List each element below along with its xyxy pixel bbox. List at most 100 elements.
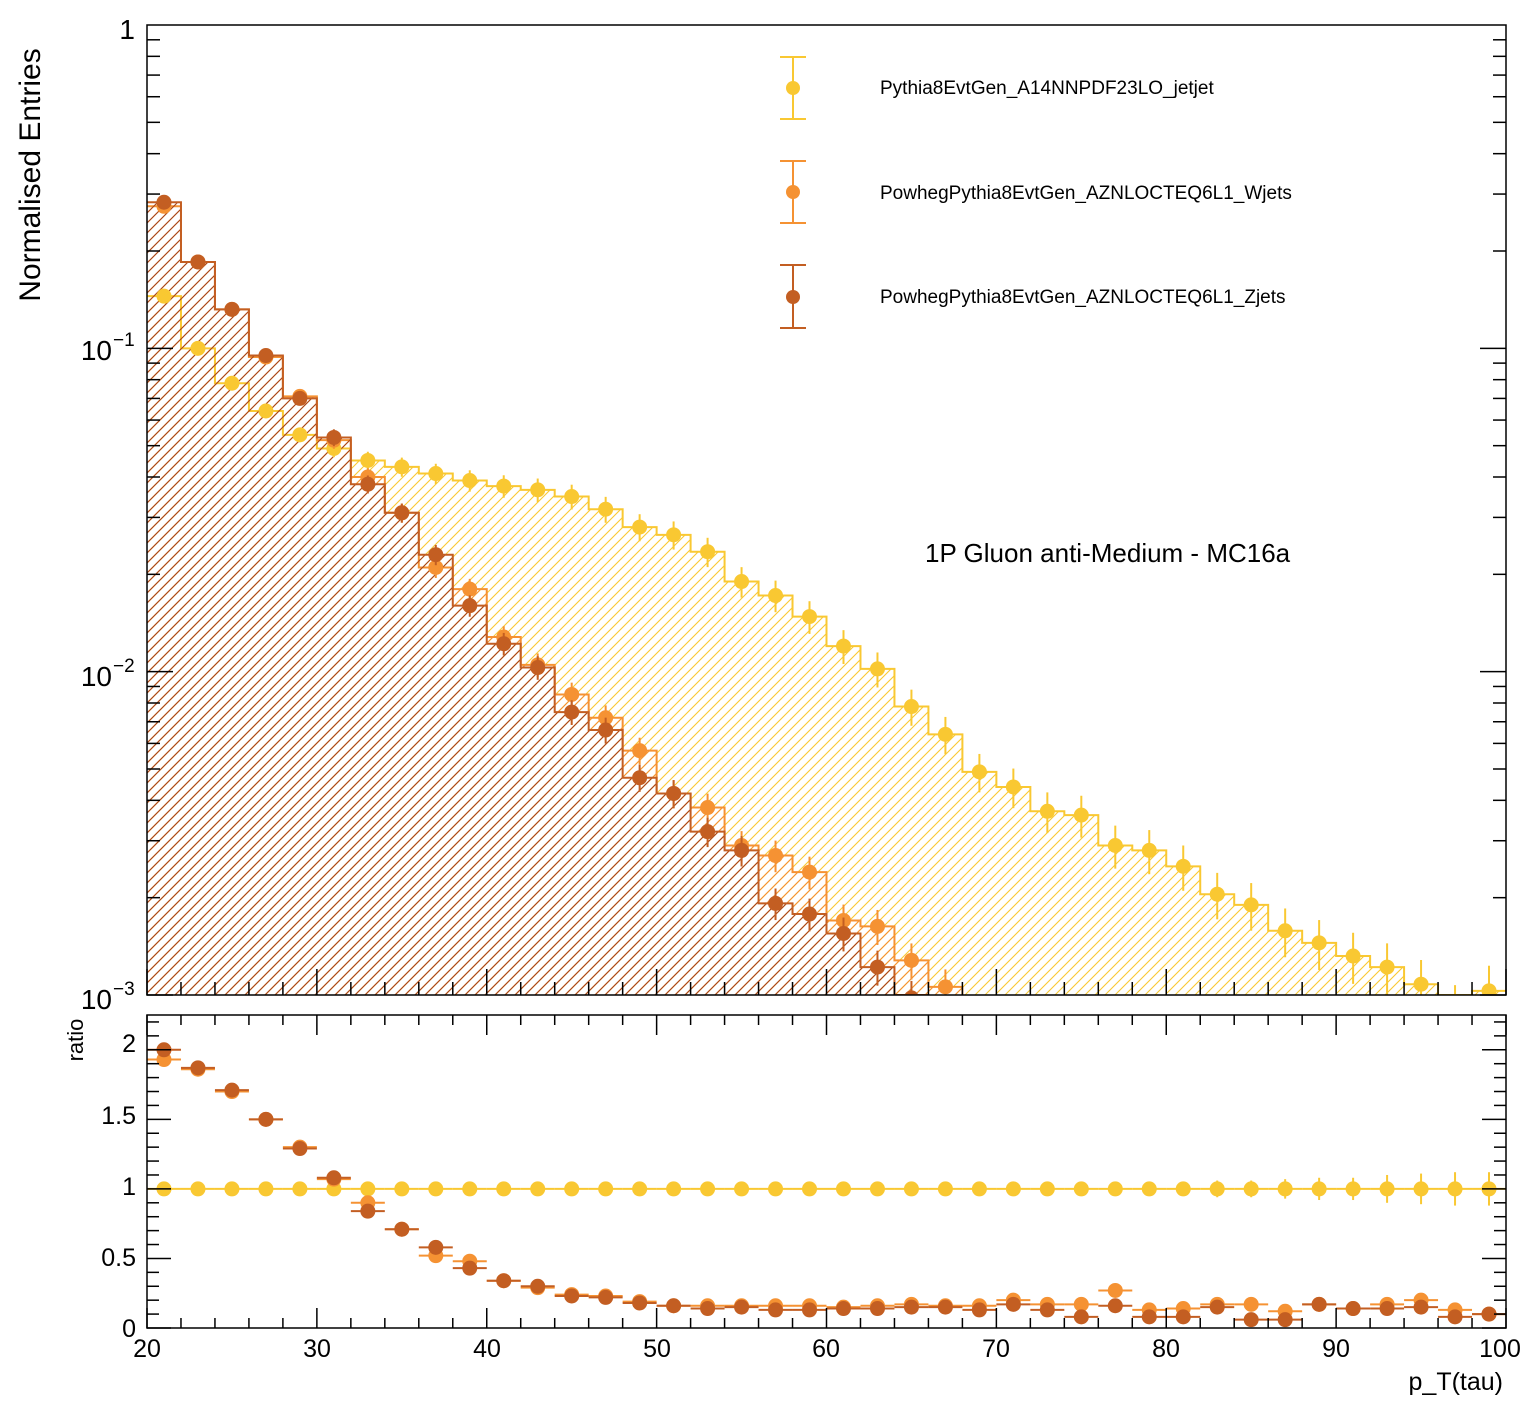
ratio-panel: ratio 2 1.5 1 0.5 0 20 30 40 50 60 70 80… — [63, 1014, 1521, 1396]
main-point-wjets — [937, 969, 953, 995]
ratio-point-jetjet — [928, 1181, 963, 1197]
xtick-label-50: 50 — [643, 1335, 671, 1363]
ratio-ylabel: ratio — [63, 1019, 88, 1062]
ratio-ytick-label-2: 2 — [122, 1030, 136, 1058]
main-point-zjets — [530, 656, 546, 680]
main-marker-jetjet — [1073, 807, 1089, 823]
xtick-label-90: 90 — [1322, 1335, 1350, 1363]
ratio-marker-jetjet — [1005, 1181, 1021, 1197]
ratio-point-jetjet — [1064, 1181, 1099, 1197]
legend-entry-wjets: PowhegPythia8EvtGen_AZNLOCTEQ6L1_Wjets — [780, 160, 1292, 224]
ratio-marker-zjets — [530, 1278, 546, 1294]
main-marker-jetjet — [564, 489, 580, 505]
main-point-zjets — [632, 764, 648, 792]
ratio-marker-zjets — [224, 1082, 240, 1098]
main-point-zjets — [326, 429, 342, 447]
ratio-marker-jetjet — [530, 1181, 546, 1197]
main-point-zjets — [360, 475, 376, 494]
main-point-jetjet — [360, 451, 376, 470]
main-marker-zjets — [768, 895, 784, 911]
ratio-marker-jetjet — [1141, 1181, 1157, 1197]
main-marker-jetjet — [835, 638, 851, 654]
ratio-point-zjets — [554, 1288, 589, 1304]
ratio-point-jetjet — [1302, 1177, 1337, 1201]
hist-fill-zjets — [147, 202, 1506, 995]
ratio-marker-zjets — [360, 1203, 376, 1219]
ratio-marker-jetjet — [1447, 1181, 1463, 1197]
ratio-marker-jetjet — [937, 1181, 953, 1197]
main-point-zjets — [700, 817, 716, 848]
main-markers — [156, 194, 1497, 995]
legend-marker-jetjet — [786, 81, 800, 95]
ratio-point-jetjet — [588, 1181, 623, 1197]
ratio-marker-zjets — [1481, 1306, 1497, 1322]
ytick-label-0.1: 10 −1 — [81, 330, 135, 366]
legend-label-zjets: PowhegPythia8EvtGen_AZNLOCTEQ6L1_Zjets — [880, 287, 1286, 308]
ratio-point-zjets — [1302, 1296, 1337, 1312]
ratio-marker-zjets — [1243, 1312, 1259, 1328]
main-marker-zjets — [394, 505, 410, 521]
ratio-marker-jetjet — [496, 1181, 512, 1197]
hist-line-jetjet — [147, 295, 1506, 995]
main-marker-zjets — [428, 547, 444, 563]
main-point-jetjet — [835, 630, 851, 665]
ratio-point-zjets — [452, 1260, 487, 1276]
main-marker-jetjet — [632, 519, 648, 535]
main-axes — [146, 39, 1507, 996]
ratio-marker-jetjet — [971, 1181, 987, 1197]
main-point-jetjet — [903, 689, 919, 726]
ratio-marker-jetjet — [1107, 1181, 1123, 1197]
ratio-point-jetjet — [350, 1181, 385, 1197]
main-marker-wjets — [937, 979, 953, 995]
ytick-label-0.001: 10 −3 — [81, 979, 135, 1015]
main-marker-zjets — [666, 785, 682, 801]
ytick-label-0.01: 10 −2 — [81, 656, 135, 692]
ratio-marker-jetjet — [598, 1181, 614, 1197]
ratio-point-jetjet — [1166, 1181, 1201, 1197]
ratio-marker-jetjet — [258, 1181, 274, 1197]
ratio-marker-zjets — [903, 1299, 919, 1315]
main-point-jetjet — [1005, 768, 1021, 809]
main-marker-jetjet — [1277, 923, 1293, 939]
ratio-marker-jetjet — [835, 1181, 851, 1197]
ratio-marker-jetjet — [1413, 1181, 1429, 1197]
ratio-point-zjets — [1132, 1309, 1167, 1325]
main-point-zjets — [768, 888, 784, 921]
main-marker-zjets — [904, 990, 919, 995]
ratio-marker-jetjet — [394, 1181, 410, 1197]
main-point-jetjet — [1107, 825, 1123, 869]
main-point-jetjet — [394, 457, 410, 477]
main-marker-wjets — [802, 864, 818, 880]
main-marker-zjets — [462, 598, 478, 614]
ratio-point-jetjet — [554, 1181, 589, 1197]
main-point-jetjet — [1277, 908, 1293, 958]
main-point-zjets — [564, 700, 580, 725]
main-point-jetjet — [1311, 920, 1327, 971]
main-point-jetjet — [1175, 845, 1191, 891]
ratio-point-zjets — [928, 1299, 963, 1315]
ratio-point-zjets — [860, 1301, 895, 1317]
ratio-ytick-label-0.5: 0.5 — [101, 1244, 136, 1272]
main-point-zjets — [904, 980, 919, 995]
main-point-zjets — [156, 194, 172, 210]
main-marker-jetjet — [734, 574, 750, 590]
ratio-marker-zjets — [835, 1301, 851, 1317]
main-marker-jetjet — [1379, 959, 1395, 975]
main-point-jetjet — [1454, 985, 1457, 995]
xlabel: p_T(tau) — [1409, 1368, 1503, 1396]
ratio-point-jetjet — [282, 1181, 317, 1197]
main-point-jetjet — [1243, 883, 1259, 931]
main-point-jetjet — [734, 567, 750, 598]
ratio-point-wjets — [1064, 1296, 1099, 1312]
ratio-point-jetjet — [758, 1181, 793, 1197]
ratio-point-zjets — [1370, 1301, 1405, 1317]
ratio-marker-zjets — [1277, 1312, 1293, 1328]
ratio-marker-zjets — [869, 1301, 885, 1317]
main-marker-jetjet — [666, 527, 682, 543]
main-point-zjets — [869, 950, 885, 986]
main-marker-zjets — [835, 925, 851, 941]
main-point-jetjet — [224, 375, 240, 391]
ratio-marker-jetjet — [1175, 1181, 1191, 1197]
main-point-jetjet — [768, 580, 784, 613]
ratio-marker-jetjet — [428, 1181, 444, 1197]
